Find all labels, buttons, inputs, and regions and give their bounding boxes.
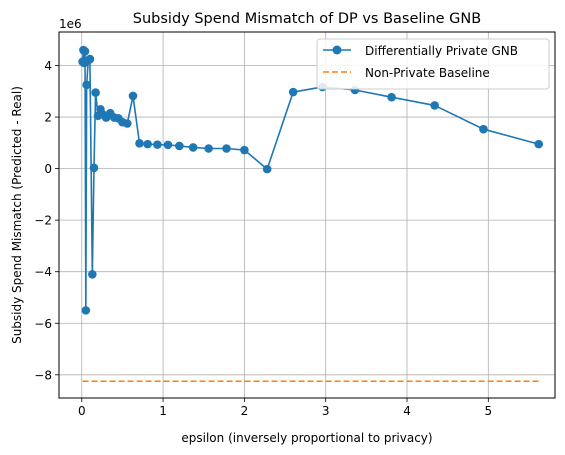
dp-point: [143, 139, 152, 149]
y-tick-label: 2: [44, 111, 52, 125]
dp-point: [80, 47, 90, 56]
x-axis-label: epsilon (inversely proportional to priva…: [181, 431, 432, 445]
dp-point: [85, 54, 95, 64]
dp-point: [262, 164, 272, 174]
dp-point: [288, 87, 298, 97]
dp-point: [82, 80, 91, 90]
dp-point: [222, 144, 231, 153]
y-offset-label: 1e6: [59, 17, 82, 31]
dp-point: [534, 139, 544, 149]
y-tick-label: 4: [44, 59, 52, 73]
legend-dp-marker-icon: [332, 45, 342, 55]
legend-box: [316, 38, 550, 90]
y-tick-label: −6: [34, 317, 52, 331]
dp-point: [123, 119, 132, 128]
dp-point: [153, 140, 162, 149]
x-tick-label: 1: [159, 404, 167, 418]
dp-point: [204, 144, 213, 153]
y-tick-label: −4: [34, 265, 52, 279]
y-axis-label: Subsidy Spend Mismatch (Predicted - Real…: [10, 86, 24, 344]
y-tick-label: −8: [34, 368, 52, 382]
dp-point: [387, 92, 396, 102]
dp-point: [128, 91, 138, 101]
y-tick-label: 0: [44, 162, 52, 176]
dp-point: [91, 88, 100, 97]
x-tick-label: 0: [78, 404, 86, 418]
dp-point: [88, 269, 97, 279]
x-tick-label: 3: [322, 404, 330, 418]
dp-point: [163, 140, 173, 150]
dp-point: [135, 139, 144, 148]
dp-point: [188, 143, 198, 152]
plot-frame: [58, 31, 556, 399]
x-tick-label: 2: [241, 404, 249, 418]
dp-point: [175, 141, 184, 151]
dp-point: [240, 145, 249, 155]
y-tick-label: −2: [34, 214, 52, 228]
dp-point: [430, 101, 439, 110]
x-axis: 0 1 2 3 4 5: [78, 398, 492, 418]
dp-point: [479, 124, 488, 134]
dp-point: [81, 306, 91, 315]
x-tick-label: 4: [403, 404, 411, 418]
chart-title: Subsidy Spend Mismatch of DP vs Baseline…: [133, 11, 481, 27]
legend-baseline-label: Non-Private Baseline: [365, 66, 490, 80]
legend-dp-label: Differentially Private GNB: [365, 44, 518, 58]
dp-point: [89, 163, 99, 173]
dp-series: [78, 45, 544, 315]
y-axis: −8 −6 −4 −2 0 2 4: [34, 59, 59, 382]
x-tick-label: 5: [485, 404, 493, 418]
legend: Differentially Private GNB Non-Private B…: [316, 38, 550, 90]
